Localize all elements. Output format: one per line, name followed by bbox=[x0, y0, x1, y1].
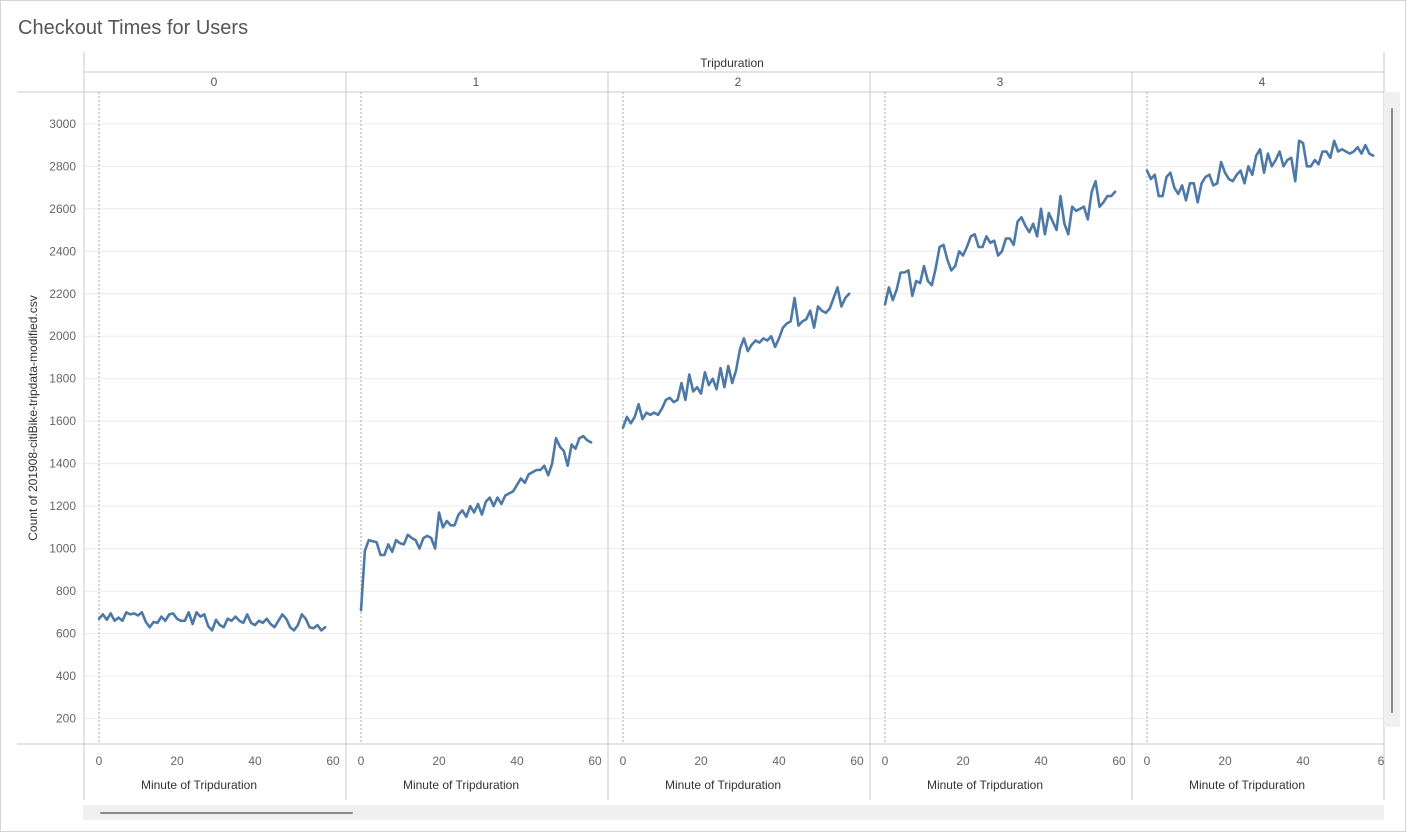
x-tick-label: 20 bbox=[1218, 754, 1232, 768]
series-layer bbox=[97, 139, 1375, 632]
x-tick-label: 60 bbox=[326, 754, 340, 768]
facet-header-1: 1 bbox=[473, 75, 480, 89]
x-tick-label: 0 bbox=[1144, 754, 1151, 768]
series-line-2 bbox=[621, 286, 851, 429]
y-tick-label: 2000 bbox=[49, 329, 76, 343]
y-tick-label: 1800 bbox=[49, 372, 76, 386]
horizontal-scrollbar-thumb[interactable] bbox=[100, 812, 353, 814]
panel-frames bbox=[17, 52, 1385, 800]
x-tick-label: 20 bbox=[170, 754, 184, 768]
y-tick-label: 200 bbox=[56, 712, 76, 726]
x-tick-label: 40 bbox=[1034, 754, 1048, 768]
x-tick-label: 0 bbox=[620, 754, 627, 768]
series-line-4 bbox=[1145, 139, 1375, 204]
x-tick-label: 40 bbox=[772, 754, 786, 768]
facet-header-3: 3 bbox=[997, 75, 1004, 89]
grid-layer bbox=[84, 92, 1384, 744]
y-axis: 200 400 600 800 1000 1200 1400 1600 1800 2000 2200… bbox=[49, 117, 76, 726]
x-axis-label: Minute of Tripduration bbox=[403, 778, 519, 792]
y-tick-label: 400 bbox=[56, 669, 76, 683]
x-tick-label: 0 bbox=[882, 754, 889, 768]
x-tick-label: 60 bbox=[850, 754, 864, 768]
y-tick-label: 1200 bbox=[49, 499, 76, 513]
series-line-1 bbox=[359, 434, 593, 612]
facet-header-2: 2 bbox=[735, 75, 742, 89]
x-axis-label: Minute of Tripduration bbox=[665, 778, 781, 792]
x-axis-label: Minute of Tripduration bbox=[1189, 778, 1305, 792]
horizontal-scrollbar[interactable] bbox=[83, 805, 1384, 820]
x-tick-label: 0 bbox=[96, 754, 103, 768]
y-tick-label: 1000 bbox=[49, 542, 76, 556]
x-tick-label: 20 bbox=[694, 754, 708, 768]
facet-header-0: 0 bbox=[211, 75, 218, 89]
x-tick-label: 40 bbox=[510, 754, 524, 768]
series-line-3 bbox=[883, 179, 1117, 306]
y-tick-label: 600 bbox=[56, 627, 76, 641]
series-line-0 bbox=[97, 610, 327, 632]
x-tick-label: 6 bbox=[1378, 754, 1385, 768]
x-tick-label: 40 bbox=[1296, 754, 1310, 768]
y-tick-label: 1400 bbox=[49, 457, 76, 471]
x-axis-label: Minute of Tripduration bbox=[927, 778, 1043, 792]
page-title: Checkout Times for Users bbox=[18, 17, 249, 39]
y-axis-label: Count of 201908-citiBike-tripdata-modifi… bbox=[26, 295, 40, 540]
facet-headers: Tripduration 0 1 2 3 4 bbox=[211, 56, 1266, 89]
x-tick-label: 40 bbox=[248, 754, 262, 768]
y-tick-label: 2600 bbox=[49, 202, 76, 216]
vertical-scrollbar-thumb[interactable] bbox=[1391, 108, 1393, 713]
y-tick-label: 2400 bbox=[49, 244, 76, 258]
facet-header-4: 4 bbox=[1259, 75, 1266, 89]
x-tick-label: 20 bbox=[956, 754, 970, 768]
x-tick-label: 20 bbox=[432, 754, 446, 768]
y-tick-label: 2800 bbox=[49, 159, 76, 173]
y-tick-label: 3000 bbox=[49, 117, 76, 131]
y-tick-label: 2200 bbox=[49, 287, 76, 301]
x-axis-label: Minute of Tripduration bbox=[141, 778, 257, 792]
y-tick-label: 800 bbox=[56, 584, 76, 598]
y-tick-label: 1600 bbox=[49, 414, 76, 428]
x-tick-label: 60 bbox=[1112, 754, 1126, 768]
column-header: Tripduration bbox=[700, 56, 764, 70]
x-tick-label: 0 bbox=[358, 754, 365, 768]
x-tick-label: 60 bbox=[588, 754, 602, 768]
